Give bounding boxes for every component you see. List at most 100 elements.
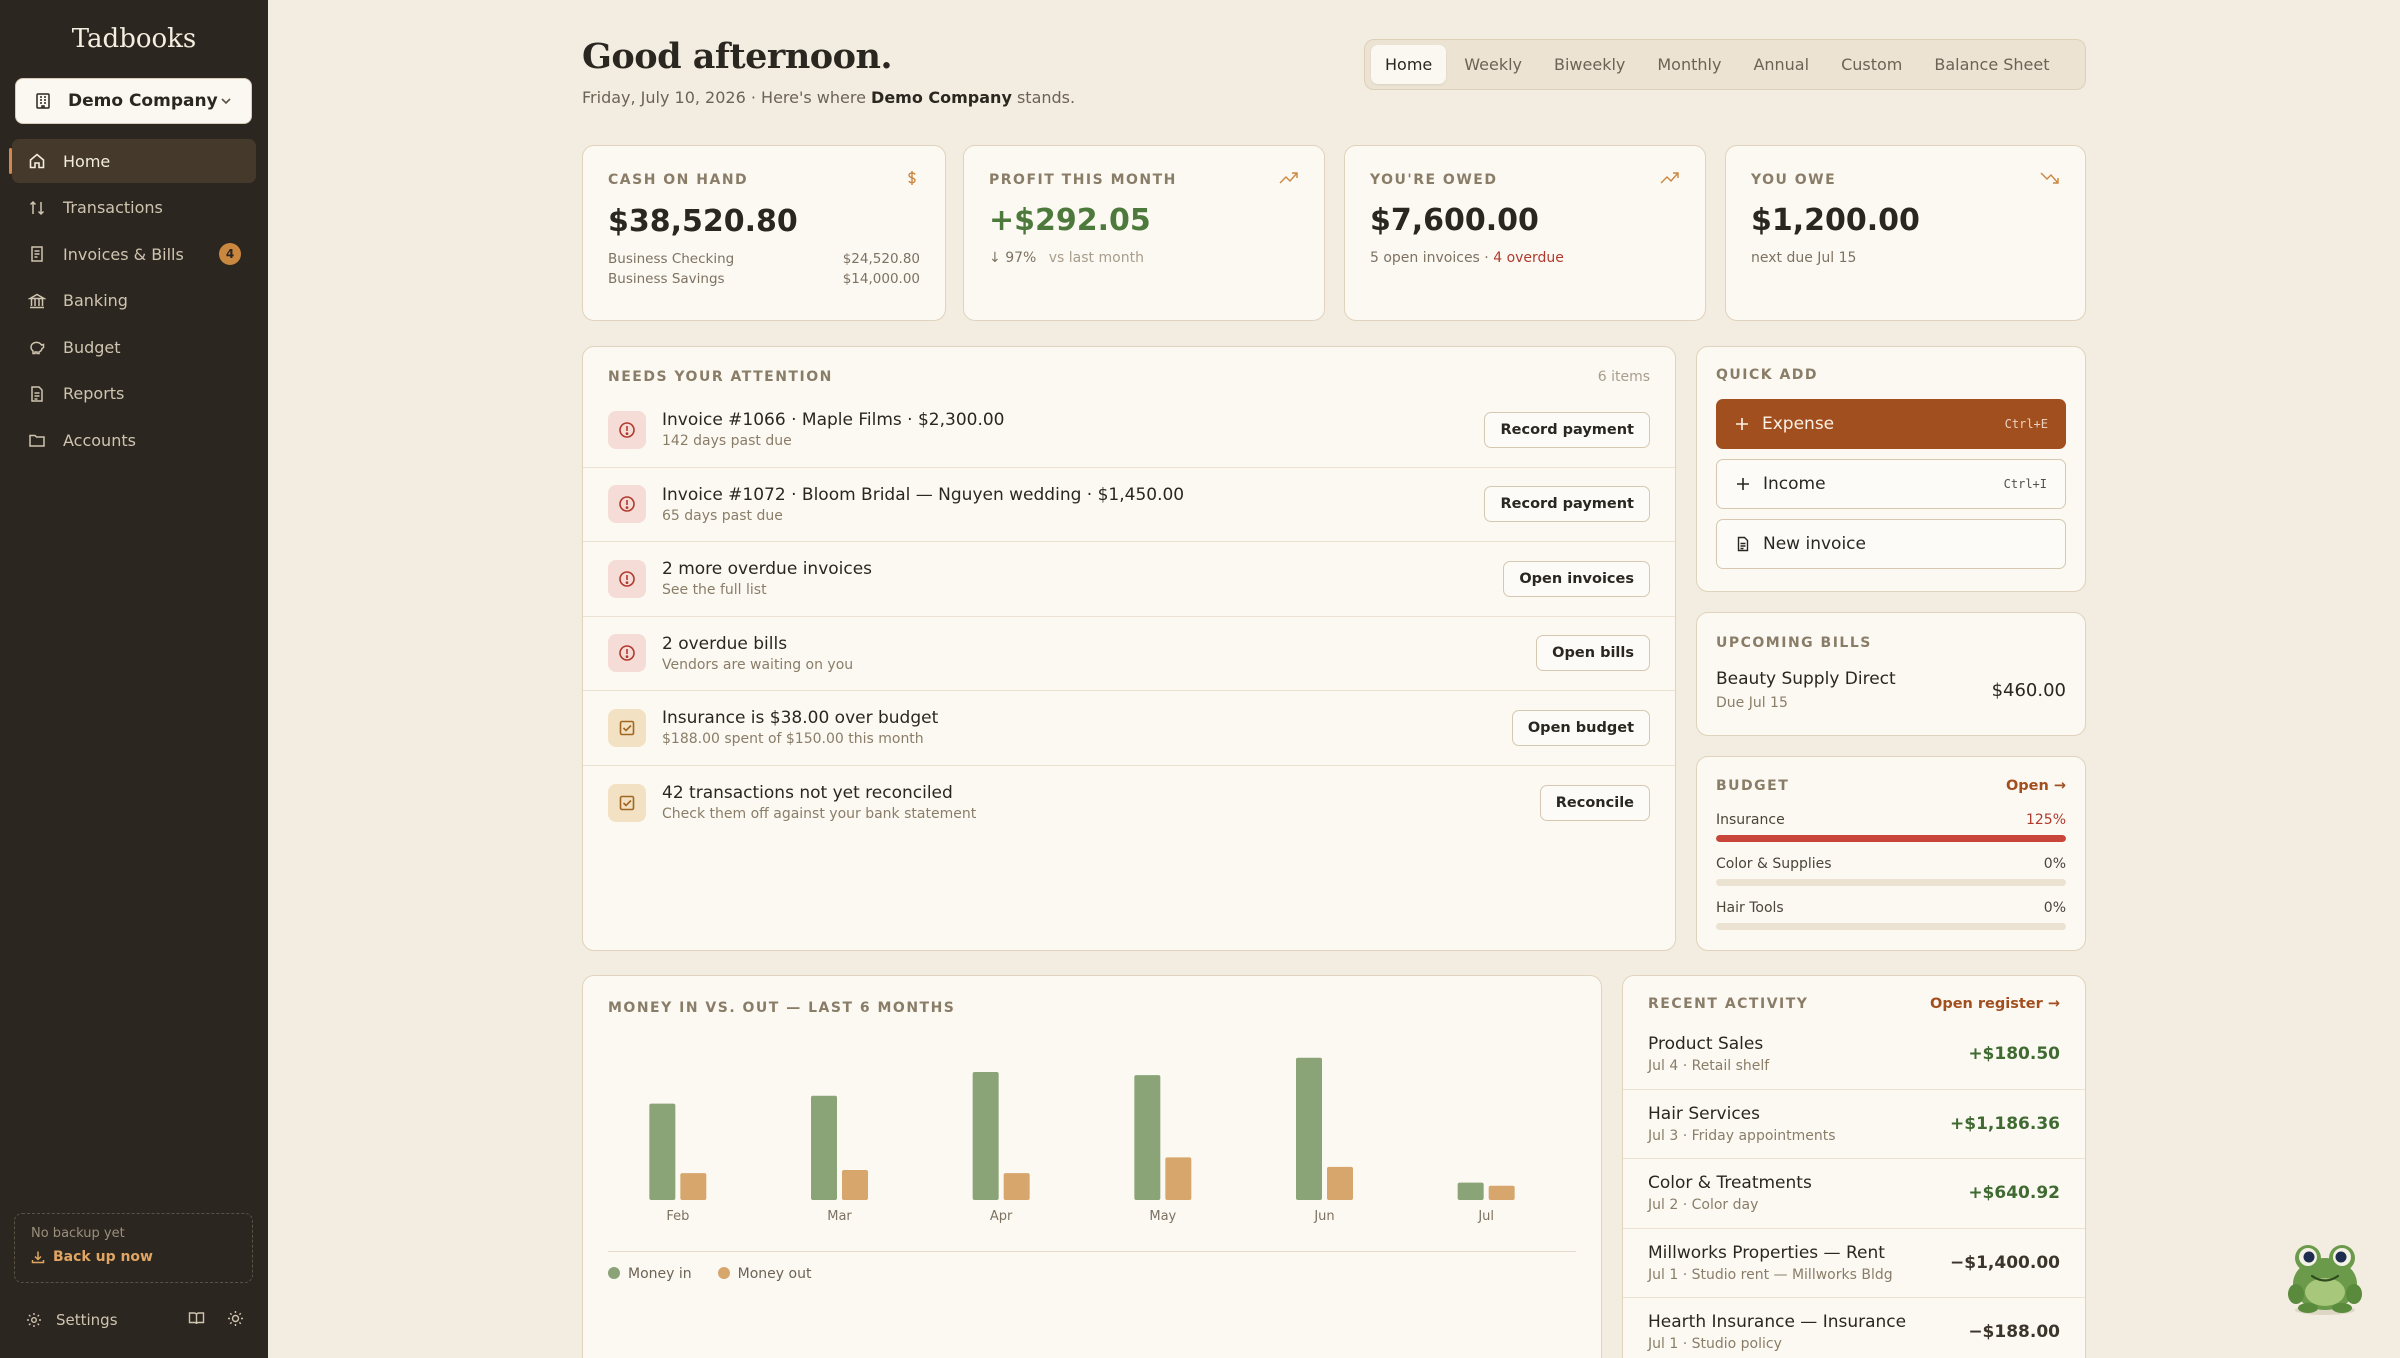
kpi-value: +$292.05 <box>989 203 1151 238</box>
tab-monthly[interactable]: Monthly <box>1657 55 1722 74</box>
sidebar-item-banking[interactable]: Banking <box>12 279 256 323</box>
money-chart-panel: Money in vs. out — last 6 months Feb Mar A… <box>582 975 1602 1358</box>
budget-row[interactable]: Insurance 125% <box>1716 812 2066 842</box>
bar-money-out-jun[interactable] <box>1327 1166 1353 1200</box>
bar-money-in-apr[interactable] <box>972 1072 999 1200</box>
attention-subtitle: Vendors are waiting on you <box>662 656 854 673</box>
sidebar-nav: Home Transactions Invoices & Bills 4 Ban… <box>9 139 256 465</box>
settings-link[interactable]: Settings <box>56 1311 118 1329</box>
tab-custom[interactable]: Custom <box>1841 55 1903 74</box>
bar-money-out-may[interactable] <box>1165 1157 1192 1200</box>
attention-text: Invoice #1066 · Maple Films · $2,300.00 1… <box>662 410 1005 449</box>
alert-icon <box>608 634 646 673</box>
bar-money-in-jun[interactable] <box>1296 1057 1322 1200</box>
activity-row[interactable]: Color & Treatments Jul 2 · Color day +$640… <box>1623 1159 2085 1229</box>
attention-action-button[interactable]: Open invoices <box>1503 560 1650 597</box>
bar-money-in-mar[interactable] <box>811 1095 837 1200</box>
budget-row[interactable]: Hair Tools 0% <box>1716 900 2066 930</box>
account-name: Business Checking <box>608 251 735 267</box>
attention-action-button[interactable]: Open budget <box>1511 709 1650 746</box>
kpi-label: You're owed <box>1370 171 1498 188</box>
tab-weekly[interactable]: Weekly <box>1464 55 1522 74</box>
budget-row-header: Hair Tools 0% <box>1716 900 2066 916</box>
receipt-icon <box>27 244 47 264</box>
tab-annual[interactable]: Annual <box>1753 55 1810 74</box>
activity-text: Product Sales Jul 4 · Retail shelf <box>1648 1034 1769 1074</box>
chart-title: Money in vs. out — last 6 months <box>608 1000 956 1016</box>
attention-subtitle: 142 days past due <box>662 433 792 450</box>
sidebar-footer: Settings <box>0 1300 268 1340</box>
activity-row[interactable]: Millworks Properties — Rent Jul 1 · Studi… <box>1623 1229 2085 1298</box>
sun-icon[interactable] <box>227 1310 244 1331</box>
bar-money-out-mar[interactable] <box>842 1169 868 1200</box>
sidebar: Tadbooks Demo Company Home Transactions … <box>0 0 268 1358</box>
attention-item: 2 more overdue invoices See the full list… <box>583 542 1675 617</box>
youre-owed-card: You're owed $7,600.00 5 open invoices · … <box>1344 145 1706 321</box>
bar-money-out-feb[interactable] <box>680 1173 707 1200</box>
profit-change: ↓ 97% vs last month <box>989 250 1299 266</box>
report-icon <box>27 384 47 404</box>
add-income-button[interactable]: Income Ctrl+I <box>1716 459 2066 509</box>
x-tick-label: Jun <box>1313 1209 1334 1224</box>
bar-money-in-feb[interactable] <box>649 1103 676 1200</box>
activity-amount: +$1,186.36 <box>1950 1113 2060 1134</box>
kpi-value: $1,200.00 <box>1751 203 1920 238</box>
budget-percent: 0% <box>2043 900 2066 916</box>
attention-count: 6 items <box>1597 369 1650 385</box>
sidebar-item-label: Invoices & Bills <box>63 244 184 264</box>
bar-money-out-jul[interactable] <box>1488 1185 1515 1200</box>
budget-progress-bar <box>1716 835 2066 842</box>
activity-row[interactable]: Hearth Insurance — Insurance Jul 1 · Stud… <box>1623 1298 2085 1358</box>
company-name: Demo Company <box>68 91 218 111</box>
tab-biweekly[interactable]: Biweekly <box>1554 55 1626 74</box>
sidebar-item-invoices[interactable]: Invoices & Bills 4 <box>12 232 256 276</box>
sidebar-item-accounts[interactable]: Accounts <box>12 418 256 462</box>
change-pct: 97% <box>1005 250 1037 266</box>
legend-money-in: Money in <box>608 1266 692 1282</box>
sidebar-item-reports[interactable]: Reports <box>12 372 256 416</box>
company-selector[interactable]: Demo Company <box>15 78 252 124</box>
book-icon[interactable] <box>188 1310 205 1331</box>
add-expense-button[interactable]: Expense Ctrl+E <box>1716 399 2066 449</box>
activity-row[interactable]: Product Sales Jul 4 · Retail shelf +$180.5… <box>1623 1020 2085 1090</box>
app-logo: Tadbooks <box>71 24 197 54</box>
attention-item: Invoice #1072 · Bloom Bridal — Nguyen we… <box>583 468 1675 542</box>
attention-panel: Needs your attention 6 items Invoice #10… <box>582 346 1676 951</box>
tab-home[interactable]: Home <box>1371 45 1447 84</box>
activity-meta: Jul 3 · Friday appointments <box>1648 1127 1836 1144</box>
attention-text: Insurance is $38.00 over budget $188.00 s… <box>662 708 938 747</box>
attention-action-button[interactable]: Record payment <box>1484 486 1650 523</box>
attention-action-button[interactable]: Reconcile <box>1539 784 1650 821</box>
attention-item: 2 overdue bills Vendors are waiting on yo… <box>583 617 1675 691</box>
sidebar-item-label: Reports <box>63 384 125 403</box>
bar-money-in-may[interactable] <box>1134 1075 1161 1200</box>
button-label: New invoice <box>1763 534 1866 554</box>
frog-mascot[interactable] <box>2282 1232 2368 1318</box>
open-budget-link[interactable]: Open → <box>2005 778 2066 794</box>
bar-money-out-apr[interactable] <box>1003 1173 1030 1200</box>
sidebar-item-budget[interactable]: Budget <box>12 325 256 369</box>
bar-money-in-jul[interactable] <box>1457 1182 1484 1200</box>
attention-item: 42 transactions not yet reconciled Check … <box>583 766 1675 841</box>
sidebar-item-home[interactable]: Home <box>9 139 256 183</box>
sidebar-item-label: Transactions <box>63 198 163 217</box>
backup-now-link[interactable]: Back up now <box>31 1249 236 1265</box>
document-icon <box>1735 536 1751 552</box>
x-tick-label: Apr <box>990 1209 1013 1224</box>
attention-action-button[interactable]: Record payment <box>1484 411 1650 448</box>
open-register-link[interactable]: Open register → <box>1930 996 2060 1012</box>
sidebar-item-transactions[interactable]: Transactions <box>12 186 256 230</box>
budget-row[interactable]: Color & Supplies 0% <box>1716 856 2066 886</box>
activity-name: Hair Services <box>1648 1103 1761 1124</box>
button-label: Expense <box>1762 414 1835 434</box>
activity-meta: Jul 1 · Studio policy <box>1648 1336 1782 1353</box>
tab-balance-sheet[interactable]: Balance Sheet <box>1934 55 2050 74</box>
activity-row[interactable]: Hair Services Jul 3 · Friday appointments… <box>1623 1090 2085 1159</box>
x-tick-label: Jul <box>1477 1209 1494 1224</box>
bill-row[interactable]: Beauty Supply Direct Due Jul 15 $460.00 <box>1716 669 2066 711</box>
activity-name: Hearth Insurance — Insurance <box>1648 1312 1907 1333</box>
attention-title: Invoice #1066 · Maple Films · $2,300.00 <box>662 410 1005 431</box>
account-name: Business Savings <box>608 271 725 287</box>
new-invoice-button[interactable]: New invoice <box>1716 519 2066 569</box>
attention-action-button[interactable]: Open bills <box>1536 635 1650 672</box>
